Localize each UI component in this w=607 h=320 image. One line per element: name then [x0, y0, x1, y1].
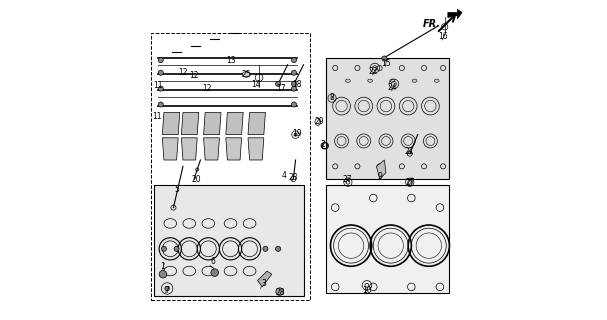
Circle shape [158, 86, 163, 91]
Polygon shape [226, 112, 243, 135]
Polygon shape [203, 112, 221, 135]
Text: 27: 27 [342, 175, 352, 184]
Text: 5: 5 [174, 185, 179, 194]
Circle shape [294, 133, 297, 136]
Circle shape [291, 102, 297, 107]
Polygon shape [248, 138, 264, 160]
Polygon shape [448, 9, 462, 19]
Circle shape [166, 120, 174, 127]
Text: 22: 22 [368, 67, 378, 76]
Text: 27: 27 [406, 178, 416, 187]
Text: FR.: FR. [423, 19, 441, 28]
Text: 12: 12 [189, 71, 199, 80]
Circle shape [158, 102, 163, 107]
Circle shape [263, 246, 268, 252]
Circle shape [276, 81, 280, 86]
Circle shape [158, 58, 163, 63]
Text: 21: 21 [404, 147, 413, 156]
Text: 11: 11 [154, 81, 163, 90]
Circle shape [208, 120, 215, 127]
Text: 8: 8 [330, 93, 334, 102]
Text: 2: 2 [320, 140, 325, 149]
Text: 1: 1 [160, 262, 164, 271]
Circle shape [161, 246, 166, 252]
Text: 11: 11 [152, 112, 161, 121]
Circle shape [291, 58, 297, 63]
Text: 25: 25 [242, 70, 251, 79]
Text: 19: 19 [292, 129, 301, 138]
Text: 6: 6 [211, 257, 215, 266]
Polygon shape [181, 138, 197, 160]
Text: 12: 12 [178, 68, 188, 77]
Polygon shape [226, 138, 242, 160]
Circle shape [291, 70, 297, 75]
Circle shape [291, 86, 297, 91]
Circle shape [165, 286, 169, 291]
Circle shape [252, 120, 260, 127]
Text: 15: 15 [381, 59, 391, 68]
Polygon shape [376, 160, 386, 179]
Polygon shape [162, 138, 178, 160]
Circle shape [276, 288, 283, 295]
Text: 13: 13 [226, 56, 236, 65]
Text: 14: 14 [251, 80, 261, 89]
Polygon shape [181, 112, 199, 135]
Circle shape [291, 81, 297, 86]
Circle shape [186, 120, 193, 127]
Text: 9: 9 [377, 172, 382, 181]
Polygon shape [326, 59, 449, 179]
Ellipse shape [412, 79, 417, 82]
Circle shape [230, 120, 237, 127]
Text: 20: 20 [191, 175, 201, 184]
Text: 7: 7 [164, 285, 169, 295]
Text: 24: 24 [387, 83, 397, 92]
Text: 4: 4 [282, 172, 287, 180]
Polygon shape [162, 112, 180, 135]
Text: 18: 18 [292, 80, 301, 89]
Ellipse shape [435, 79, 439, 82]
Circle shape [382, 56, 387, 61]
Ellipse shape [242, 71, 250, 77]
Polygon shape [248, 112, 265, 135]
Ellipse shape [345, 79, 350, 82]
Circle shape [276, 246, 280, 252]
Text: 26: 26 [253, 117, 262, 126]
Polygon shape [203, 138, 220, 160]
Circle shape [159, 270, 167, 278]
Circle shape [174, 246, 179, 252]
Polygon shape [326, 185, 449, 293]
Ellipse shape [390, 79, 395, 82]
Polygon shape [154, 185, 304, 296]
Text: 23: 23 [288, 173, 298, 182]
Text: 3: 3 [262, 279, 266, 288]
Text: 28: 28 [276, 288, 285, 297]
Circle shape [158, 70, 163, 75]
Text: 29: 29 [314, 117, 324, 126]
Text: 17: 17 [276, 84, 286, 93]
Text: 16: 16 [438, 32, 448, 41]
Circle shape [211, 269, 219, 276]
Text: 12: 12 [202, 84, 211, 93]
Ellipse shape [368, 79, 373, 82]
Polygon shape [257, 271, 272, 287]
Text: 10: 10 [362, 285, 371, 295]
